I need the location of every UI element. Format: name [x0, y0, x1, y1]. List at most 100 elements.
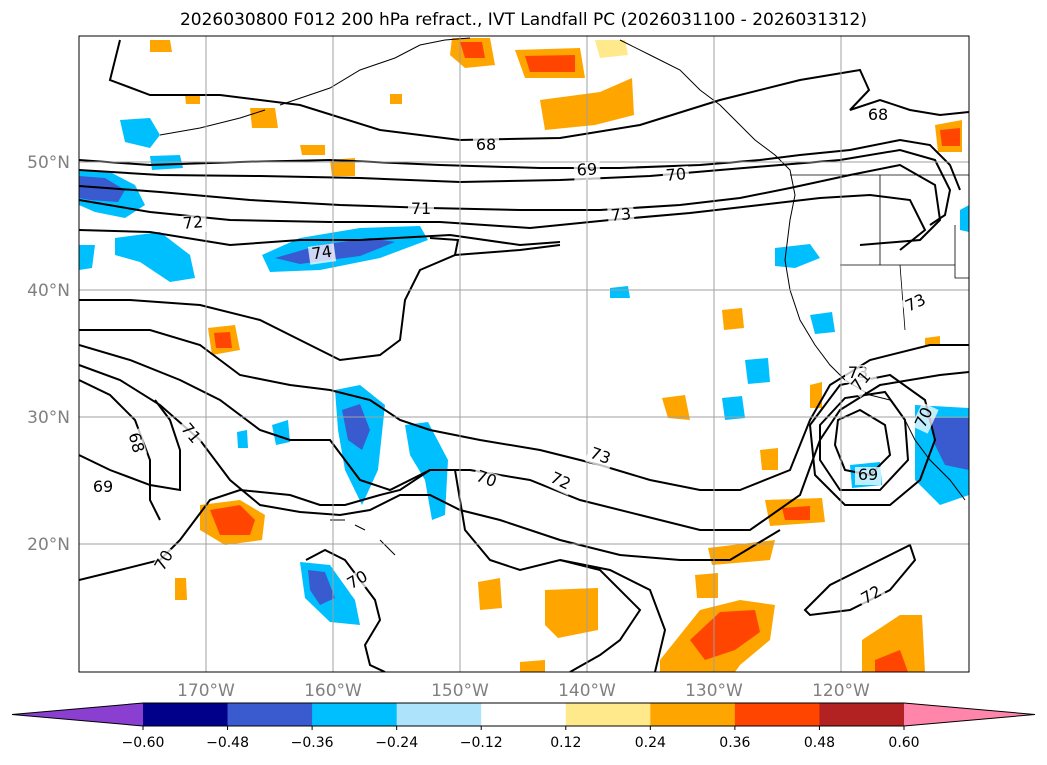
- latitude-labels: 50°N 40°N 30°N 20°N: [27, 153, 70, 555]
- positive-anomaly: [210, 505, 255, 535]
- contour-label: 69: [858, 465, 878, 484]
- positive-anomaly: [595, 40, 628, 58]
- contour-line: [79, 399, 181, 492]
- contour-line: [833, 408, 892, 477]
- aleutian-coastline: [159, 109, 266, 136]
- borders: [790, 174, 969, 331]
- contour-label-bg: [855, 467, 881, 485]
- contour-line: [79, 329, 969, 491]
- contour-label: 74: [310, 242, 333, 264]
- negative-anomaly: [79, 176, 125, 202]
- negative-anomaly: [960, 205, 969, 232]
- positive-anomaly: [460, 42, 485, 58]
- negative-anomaly: [810, 312, 835, 334]
- lon-label: 160°W: [304, 681, 362, 701]
- positive-anomaly: [525, 55, 575, 72]
- lon-label: 130°W: [685, 681, 743, 701]
- negative-anomaly: [342, 404, 370, 450]
- contour-label-bg: [90, 479, 116, 497]
- colorbar-tick-label: −0.36: [291, 735, 334, 751]
- positive-anomaly: [690, 610, 760, 660]
- graticule: [79, 36, 969, 672]
- colorbar-segment: [819, 703, 905, 726]
- lon-label: 140°W: [558, 681, 616, 701]
- colorbar-tick-label: 0.48: [804, 735, 835, 751]
- positive-anomaly: [875, 650, 908, 672]
- colorbar: [11, 702, 1036, 727]
- contour-label: 68: [125, 430, 149, 455]
- contour-label-bg: [573, 161, 601, 181]
- coastlines: [159, 37, 966, 556]
- contour-label-bg: [911, 402, 939, 434]
- contour-label-bg: [408, 201, 434, 219]
- colorbar-segment: [227, 703, 313, 726]
- negative-anomaly: [120, 118, 160, 148]
- contour-line: [454, 244, 561, 256]
- positive-anomaly: [185, 94, 200, 104]
- negative-anomaly: [237, 430, 248, 448]
- contour-label: 72: [182, 212, 204, 233]
- contour-line: [79, 148, 952, 226]
- contour-label-bg: [662, 165, 690, 187]
- colorbar-segment: [481, 703, 567, 726]
- contour-line: [79, 193, 927, 251]
- contour-label: 69: [576, 159, 597, 179]
- lat-label: 30°N: [27, 408, 70, 428]
- contour-label: 73: [610, 204, 632, 225]
- state-borders: [840, 175, 969, 331]
- contour-label-bg: [584, 444, 616, 470]
- contour-label-bg: [122, 428, 148, 458]
- contour-label-bg: [473, 137, 499, 155]
- contour-label-bg: [607, 205, 635, 227]
- positive-anomaly: [695, 573, 718, 598]
- colorbar-segment: [312, 703, 398, 726]
- lon-label: 120°W: [812, 681, 870, 701]
- positive-anomaly: [175, 578, 187, 600]
- contour-line: [79, 469, 642, 672]
- colorbar-tick-label: −0.48: [206, 735, 249, 751]
- colorbar-tick-label: 0.12: [550, 735, 581, 751]
- contour-label-bg: [150, 545, 180, 577]
- positive-anomaly: [925, 336, 940, 346]
- contour-label-bg: [544, 468, 576, 496]
- contour-line: [79, 163, 942, 246]
- contour-label: 71: [411, 199, 431, 218]
- longitude-labels: 170°W 160°W 150°W 140°W 130°W 120°W: [177, 681, 870, 701]
- contour-line: [803, 543, 917, 617]
- colorbar-tick-label: −0.60: [122, 735, 165, 751]
- positive-anomaly: [520, 660, 545, 672]
- colorbar-segment: [143, 703, 229, 726]
- contour-label: 68: [476, 135, 496, 154]
- positive-anomaly: [390, 94, 402, 104]
- positive-anomaly: [662, 395, 690, 420]
- negative-anomaly: [115, 232, 195, 282]
- contour-label-bg: [865, 107, 891, 125]
- colorbar-tick-label: 0.24: [635, 735, 666, 751]
- lon-label: 150°W: [431, 681, 489, 701]
- plot-area: [79, 36, 969, 672]
- negative-anomaly: [930, 418, 969, 470]
- positive-anomaly: [478, 578, 502, 610]
- contour-line: [559, 559, 667, 672]
- positive-anomaly: [545, 588, 598, 638]
- colorbar-extend-low: [12, 703, 143, 726]
- contour-label-bg: [846, 366, 878, 398]
- positive-anomaly: [214, 332, 232, 348]
- lon-label: 170°W: [177, 681, 235, 701]
- colorbar-segment: [650, 703, 736, 726]
- colorbar-segment: [565, 703, 651, 726]
- negative-anomaly: [610, 286, 630, 298]
- colorbar-tick-label: 0.36: [719, 735, 750, 751]
- colorbar-segment: [734, 703, 820, 726]
- contour-label-bg: [342, 566, 374, 596]
- negative-anomaly: [275, 238, 395, 264]
- positive-anomaly: [300, 145, 325, 155]
- contour-line: [108, 39, 969, 142]
- positive-anomaly: [150, 40, 172, 52]
- colorbar-tick-label: −0.12: [460, 735, 503, 751]
- contour-line: [79, 344, 969, 531]
- positive-anomaly: [810, 382, 822, 408]
- positive-anomaly: [760, 448, 778, 470]
